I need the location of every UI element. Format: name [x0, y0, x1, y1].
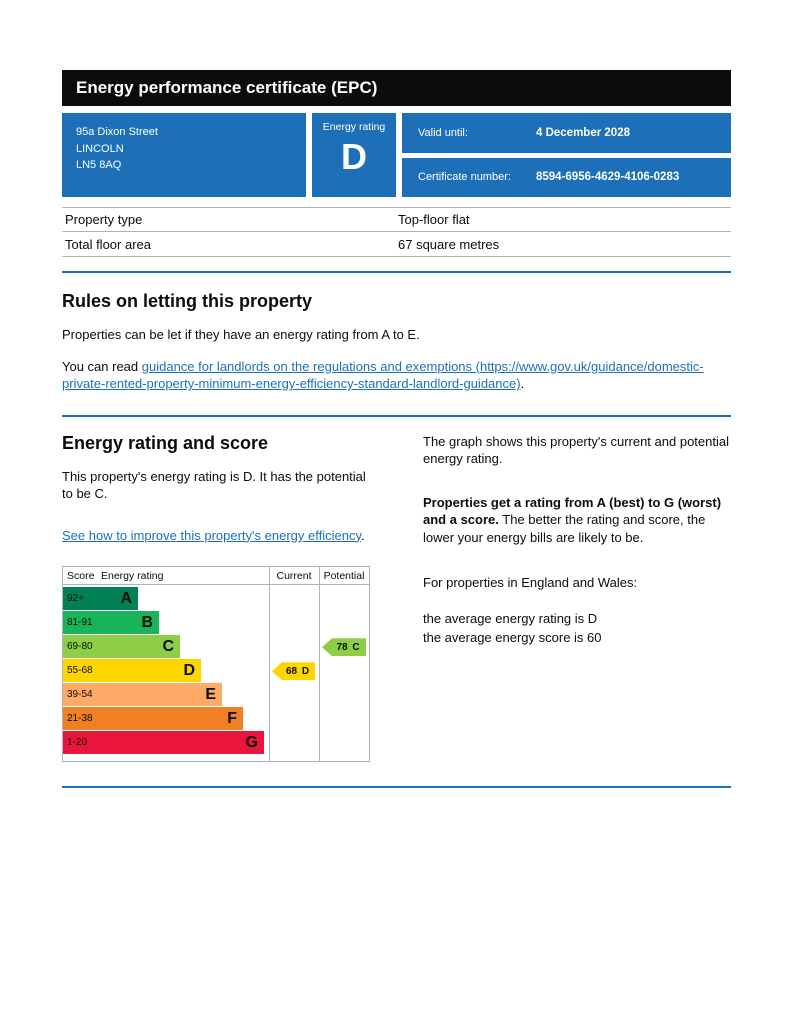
average-rating-text: the average energy rating is D [423, 610, 598, 626]
current-column-header: Current [276, 569, 312, 582]
section-divider [62, 271, 731, 273]
epc-band-score: 1-20 [67, 737, 88, 749]
regions-intro: For properties in England and Wales: [423, 575, 638, 591]
property-address: 95a Dixon Street LINCOLN LN5 8AQ [62, 113, 306, 197]
guidance-suffix: . [520, 376, 525, 392]
improve-suffix: . [360, 527, 365, 543]
rules-section: Rules on letting this property Propertie… [62, 291, 731, 393]
epc-band-letter: D [183, 661, 195, 679]
epc-band-letter: C [162, 637, 174, 655]
rating-explanation-bold: Properties get a rating from A (best) to… [423, 494, 722, 528]
potential-column-header: Potential [323, 569, 365, 582]
address-line-3: LN5 8AQ [76, 159, 122, 171]
epc-chart-header: Score Energy rating Current Potential [63, 567, 369, 586]
energy-rating-value: D [341, 136, 367, 177]
table-row: Total floor area 67 square metres [62, 232, 731, 257]
epc-chart-body: 92+ A 81-91 B 69-80 C 55-68 D 39-54 E 21-38 F 1-20 G … [63, 585, 369, 761]
energy-rating-chart: Score Energy rating Current Potential 92… [62, 566, 370, 763]
epc-band-score: 21-38 [67, 713, 93, 725]
page-title-banner: Energy performance certificate (EPC) [62, 70, 731, 106]
epc-band-letter: F [227, 709, 237, 727]
certificate-number-label: Certificate number: [418, 171, 511, 184]
guidance-prefix: You can read [62, 358, 142, 374]
graph-intro-text: The graph shows this property's current … [423, 433, 729, 467]
epc-band-score: 39-54 [67, 689, 93, 701]
energy-rating-box: Energy rating D [312, 113, 396, 197]
epc-band-c: 69-80 C [63, 635, 180, 660]
epc-band-letter: E [205, 685, 216, 703]
address-line-1: 95a Dixon Street [76, 126, 158, 138]
epc-band-a: 92+ A [63, 587, 138, 612]
epc-band-score: 81-91 [67, 617, 93, 629]
address-line-2: LINCOLN [76, 142, 124, 155]
section-divider [62, 786, 731, 789]
improve-efficiency-link[interactable]: See how to improve this property's energ… [62, 527, 361, 543]
summary-panel: 95a Dixon Street LINCOLN LN5 8AQ Energy … [62, 113, 731, 197]
epc-band-letter: G [245, 733, 258, 751]
certificate-number-box: Certificate number: 8594-6956-4629-4106-… [402, 157, 731, 197]
potential-rating-marker: 78 C [322, 638, 366, 657]
improve-paragraph: See how to improve this property's energ… [62, 527, 374, 545]
rules-paragraph: Properties can be let if they have an en… [62, 327, 420, 342]
section-divider [62, 414, 731, 417]
epc-band-score: 55-68 [67, 665, 93, 677]
rating-explanation: Properties get a rating from A (best) to… [423, 494, 731, 547]
certificate-number-value: 8594-6956-4629-4106-0283 [536, 171, 680, 184]
table-row: Property type Top-floor flat [62, 207, 731, 232]
energy-rating-label: Energy rating [322, 121, 386, 133]
epc-band-letter: B [141, 613, 153, 631]
epc-band-score: 69-80 [67, 641, 93, 653]
rating-column-header: Energy rating [101, 569, 164, 582]
landlord-guidance-link[interactable]: guidance for landlords on the regulation… [62, 358, 704, 392]
epc-band-e: 39-54 E [63, 683, 222, 708]
chart-column-divider [269, 567, 270, 762]
valid-until-value: 4 December 2028 [536, 126, 630, 139]
epc-band-b: 81-91 B [63, 611, 159, 636]
score-column-header: Score [67, 569, 95, 582]
chart-column-divider [319, 567, 320, 762]
rating-left-column: Energy rating and score This property's … [62, 433, 409, 763]
guidance-paragraph: You can read guidance for landlords on t… [62, 358, 731, 393]
epc-band-d: 55-68 D [63, 659, 201, 684]
current-rating-marker: 68 D [272, 662, 315, 681]
epc-band-f: 21-38 F [63, 707, 243, 732]
epc-band-score: 92+ [67, 593, 84, 605]
rating-explanation-rest: The better the rating and score, the low… [423, 512, 706, 545]
rules-heading: Rules on letting this property [62, 291, 313, 311]
rating-heading: Energy rating and score [62, 432, 269, 453]
average-score-text: the average energy score is 60 [423, 630, 602, 646]
epc-band-g: 1-20 G [63, 731, 264, 756]
valid-until-label: Valid until: [418, 126, 468, 139]
valid-until-box: Valid until: 4 December 2028 [402, 113, 731, 153]
epc-band-letter: A [120, 589, 132, 607]
property-type-label: Property type [65, 212, 143, 227]
rating-right-column: The graph shows this property's current … [409, 433, 731, 763]
rating-summary-text: This property's energy rating is D. It h… [62, 468, 366, 502]
floor-area-value: 67 square metres [398, 236, 500, 252]
epc-bands: 92+ A 81-91 B 69-80 C 55-68 D 39-54 E 21-38 F 1-20 G [63, 587, 369, 756]
energy-rating-section: Energy rating and score This property's … [62, 433, 731, 763]
certificate-meta: Valid until: 4 December 2028 Certificate… [402, 113, 731, 197]
page-title: Energy performance certificate (EPC) [76, 78, 378, 97]
property-type-value: Top-floor flat [398, 212, 470, 227]
floor-area-label: Total floor area [65, 236, 151, 252]
property-details-table: Property type Top-floor flat Total floor… [62, 207, 731, 257]
